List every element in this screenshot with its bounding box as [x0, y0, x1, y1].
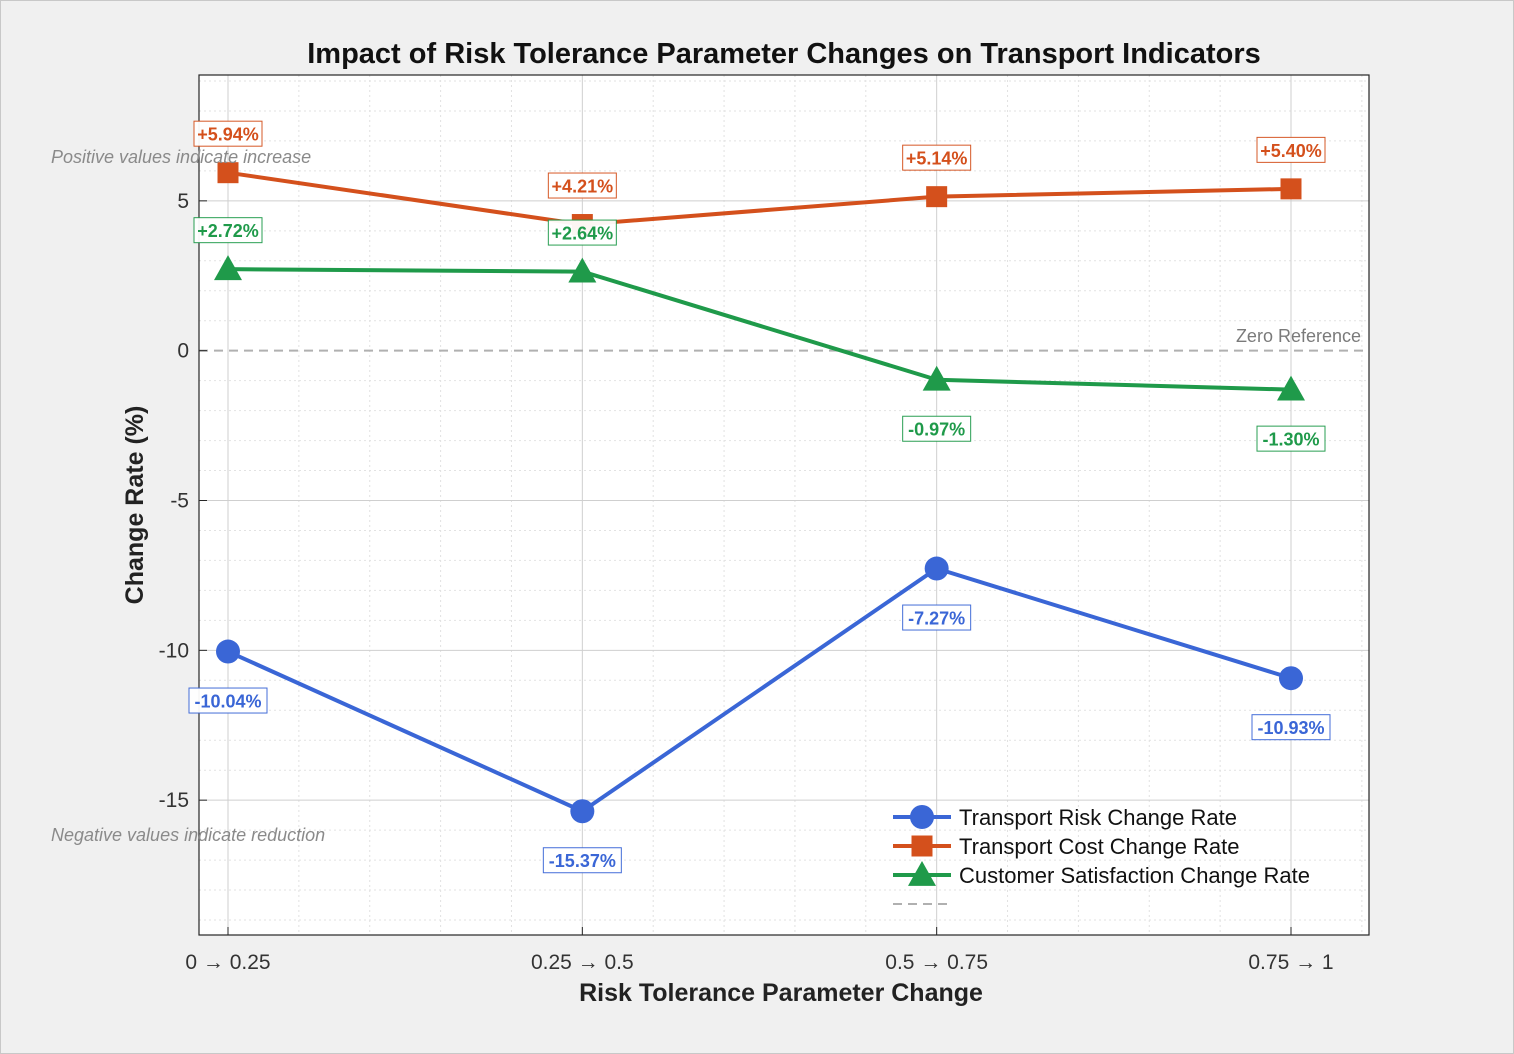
- data-label-box: [547, 172, 617, 199]
- data-point-square: [926, 186, 948, 208]
- data-label: -0.97%: [902, 415, 972, 442]
- minor-grid: [199, 75, 1369, 935]
- data-label-box: [1251, 714, 1331, 741]
- y-tick-label: -10: [159, 639, 189, 662]
- data-label-box: [188, 687, 268, 714]
- data-label-box: [902, 415, 972, 442]
- data-label-box: [1256, 136, 1326, 163]
- data-point-circle: [216, 639, 240, 664]
- legend-label: Transport Cost Change Rate: [959, 834, 1239, 859]
- data-point-square: [1280, 178, 1302, 200]
- legend-marker-circle: [910, 805, 934, 829]
- data-point-circle: [570, 799, 595, 824]
- data-point-triangle: [922, 365, 951, 391]
- plot-frame: [198, 74, 1370, 936]
- data-point-circle: [924, 556, 949, 581]
- data-label-box: [193, 120, 263, 147]
- y-tick-label: 0: [177, 340, 189, 363]
- data-label-box: [193, 217, 263, 244]
- legend-marker-square: [911, 835, 933, 857]
- x-tick-label: 0.25 → 0.5: [531, 951, 634, 974]
- data-label: -1.30%: [1256, 425, 1326, 452]
- data-label-text: -10.93%: [1257, 718, 1324, 738]
- data-point-triangle: [568, 257, 597, 283]
- series-line: [227, 267, 1292, 392]
- data-point-square: [217, 162, 239, 184]
- data-label: -7.27%: [902, 604, 972, 631]
- data-label: +2.72%: [193, 217, 263, 244]
- legend-item-square[interactable]: Transport Cost Change Rate: [893, 834, 1239, 859]
- data-label-text: +2.72%: [197, 221, 259, 241]
- x-tick-label: 0 → 0.25: [185, 951, 270, 974]
- legend-label: Transport Risk Change Rate: [959, 805, 1237, 830]
- y-tick-label: -15: [159, 789, 189, 812]
- legend-label: Customer Satisfaction Change Rate: [959, 863, 1310, 888]
- data-label-text: +5.40%: [1260, 141, 1322, 161]
- data-point-triangle: [214, 255, 242, 281]
- negative-note: Negative values indicate reduction: [51, 825, 325, 845]
- plot-area: [199, 75, 1369, 935]
- chart-title: Impact of Risk Tolerance Parameter Chang…: [307, 38, 1261, 70]
- data-label-text: +2.64%: [552, 224, 614, 244]
- data-label-text: -7.27%: [908, 609, 965, 629]
- data-label: -15.37%: [542, 847, 622, 874]
- legend-item-circle[interactable]: Transport Risk Change Rate: [893, 805, 1237, 830]
- data-label-text: -0.97%: [908, 420, 965, 440]
- x-tick-label: 0.75 → 1: [1248, 951, 1333, 974]
- legend[interactable]: Transport Risk Change Rate Transport Cost…: [893, 805, 1310, 905]
- data-label-box: [902, 144, 972, 171]
- data-label: +5.94%: [193, 120, 263, 147]
- data-point-triangle: [1277, 375, 1305, 401]
- legend-marker-triangle: [908, 861, 936, 886]
- zero-reference-label: Zero Reference: [1236, 326, 1361, 346]
- series-triangle: [214, 255, 1305, 401]
- data-label-text: -15.37%: [549, 851, 616, 871]
- data-label-text: +4.21%: [552, 177, 614, 197]
- data-label-text: +5.14%: [906, 149, 968, 169]
- data-label: -10.04%: [188, 687, 268, 714]
- series-circle: [216, 556, 1303, 824]
- data-label: +5.40%: [1256, 136, 1326, 163]
- y-axis-label: Change Rate (%): [121, 406, 149, 605]
- series-layer: [214, 162, 1305, 824]
- data-label-text: -1.30%: [1262, 430, 1319, 450]
- data-label-box: [542, 847, 622, 874]
- series-line: [227, 170, 1292, 227]
- data-label-box: [547, 219, 617, 246]
- data-label: +2.64%: [547, 219, 617, 246]
- data-label-box: [902, 604, 972, 631]
- x-axis-label: Risk Tolerance Parameter Change: [579, 979, 983, 1007]
- data-label: -10.93%: [1251, 714, 1331, 741]
- data-label-text: +5.94%: [197, 125, 259, 145]
- data-label: +4.21%: [547, 172, 617, 199]
- data-label-box: [1256, 425, 1326, 452]
- x-axis-ticks: 0 → 0.25 0.25 → 0.5 0.5 → 0.75 0.75 → 1: [185, 927, 1334, 974]
- x-tick-label: 0.5 → 0.75: [885, 951, 988, 974]
- series-line: [227, 566, 1292, 814]
- legend-item-triangle[interactable]: Customer Satisfaction Change Rate: [893, 861, 1310, 888]
- data-label-text: -10.04%: [194, 692, 261, 712]
- data-label-layer: -10.04% -15.37% -7.27% -10.93% +5.94% +4.21% +…: [188, 120, 1331, 874]
- y-tick-label: 5: [177, 190, 189, 213]
- y-axis-ticks: 5 0 -5 -10 -15: [159, 190, 207, 812]
- data-point-circle: [1279, 666, 1303, 691]
- data-label: +5.14%: [902, 144, 972, 171]
- positive-note: Positive values indicate increase: [51, 147, 311, 167]
- y-tick-label: -5: [170, 490, 189, 513]
